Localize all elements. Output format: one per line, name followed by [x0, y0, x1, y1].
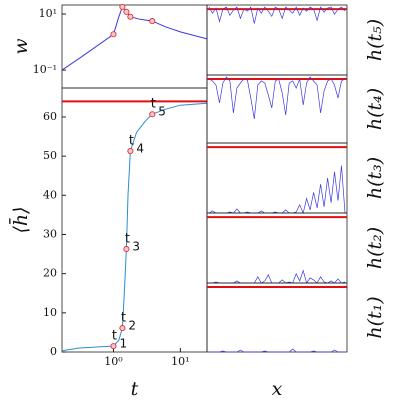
x-axis-label: x [272, 378, 283, 400]
y-axis-label: ⟨h̄⟩ [8, 206, 32, 233]
y-tick-label: 10 [43, 306, 57, 319]
data-line [208, 6, 346, 24]
point-marker-text: t [151, 97, 156, 112]
y-tick-label: 0 [50, 345, 57, 358]
point-marker-text: t [121, 311, 126, 326]
y-tick-label: 30 [43, 227, 57, 240]
data-point [149, 18, 156, 25]
y-axis-label: h(t₁) [364, 296, 386, 338]
data-point [123, 245, 130, 253]
point-label: 3 [132, 239, 140, 253]
data-line [61, 5, 208, 71]
y-tick-label: 10¹ [39, 7, 57, 20]
panel-frame [206, 4, 348, 76]
x-tick-label: 10¹ [171, 355, 189, 368]
data-point [110, 343, 117, 350]
y-axis-label: h(t₅) [364, 19, 386, 61]
y-tick-label: 10⁻¹ [33, 63, 57, 76]
y-tick-label: 40 [43, 188, 57, 201]
panel-frame [61, 87, 208, 353]
data-point [127, 148, 134, 155]
y-tick-label: 20 [43, 267, 57, 280]
point-label: 4 [136, 142, 144, 156]
point-marker-text: t [125, 231, 130, 246]
x-tick-label: 10⁰ [104, 355, 123, 368]
data-point [123, 8, 130, 15]
y-tick-label: 50 [43, 149, 57, 162]
y-axis-label: h(t₂) [364, 227, 386, 269]
y-axis-label: h(t₃) [364, 157, 386, 199]
data-point [119, 3, 126, 10]
data-line [61, 102, 208, 352]
y-tick-label: 60 [43, 110, 57, 123]
data-line [209, 348, 345, 353]
data-line [208, 76, 346, 120]
data-line [209, 269, 346, 284]
panel-frame [206, 282, 348, 353]
panel-frame [206, 212, 348, 284]
x-axis-label: t [131, 378, 139, 400]
point-label: 5 [158, 105, 166, 119]
point-label: 2 [128, 319, 136, 333]
y-axis-label: h(t₄) [364, 88, 386, 130]
data-point [149, 111, 156, 118]
data-line [208, 165, 346, 215]
data-point [110, 31, 117, 38]
y-axis-label: w [10, 38, 32, 54]
data-point [119, 325, 126, 332]
point-marker-text: t [112, 329, 117, 344]
point-label: 1 [119, 337, 127, 351]
data-point [127, 13, 134, 20]
point-marker-text: t [129, 134, 134, 149]
panel-frame [206, 142, 348, 214]
